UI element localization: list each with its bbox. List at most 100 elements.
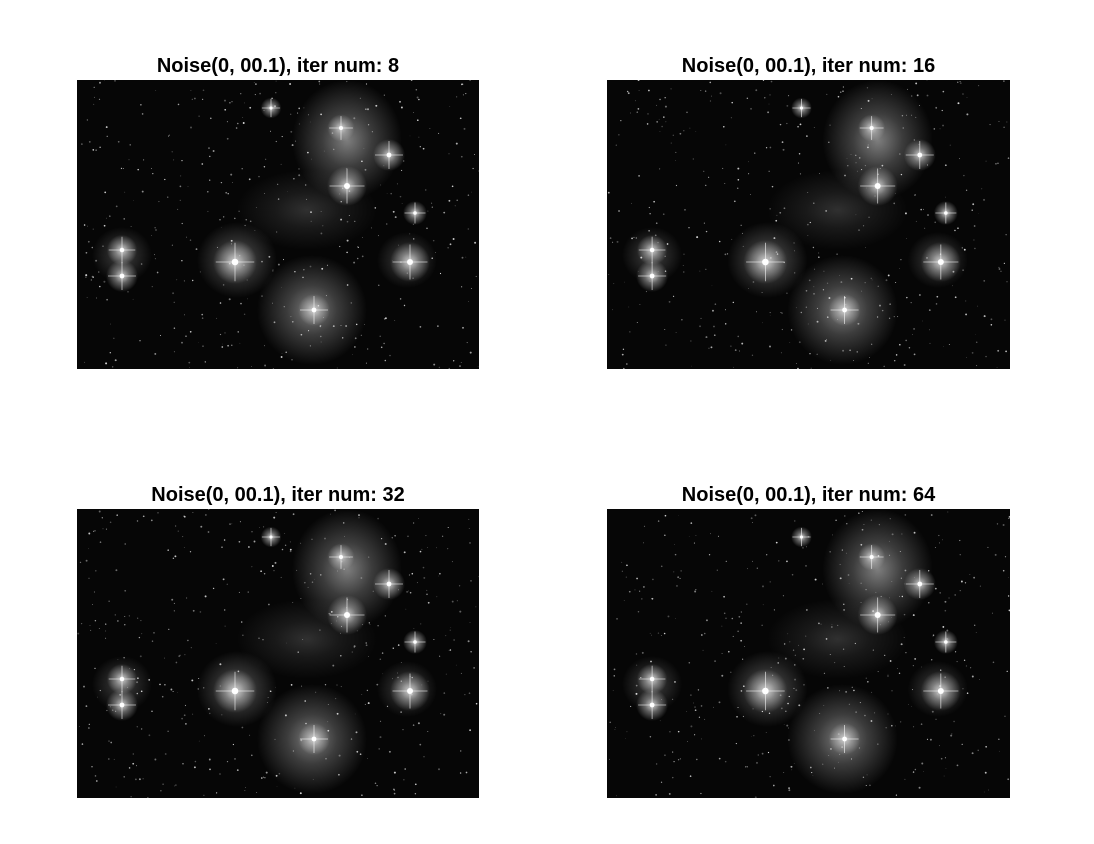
field-star: [251, 566, 253, 568]
field-star: [394, 535, 396, 537]
field-star: [247, 591, 249, 593]
field-star: [897, 316, 899, 318]
field-star: [390, 192, 392, 195]
field-star: [275, 140, 277, 143]
field-star: [289, 541, 291, 543]
field-star: [289, 548, 292, 551]
field-star: [799, 123, 802, 126]
field-star: [234, 758, 236, 760]
bright-star: [937, 259, 944, 265]
field-star: [230, 173, 233, 176]
field-star: [769, 312, 771, 314]
field-star: [439, 655, 441, 657]
field-star: [460, 361, 462, 364]
field-star: [222, 343, 223, 345]
field-star: [159, 683, 161, 686]
field-star: [1005, 350, 1007, 353]
field-star: [711, 95, 712, 97]
field-star: [221, 546, 223, 548]
field-star: [879, 304, 881, 307]
field-star: [626, 90, 629, 93]
field-star: [438, 768, 440, 771]
field-star: [696, 758, 698, 761]
field-star: [348, 215, 350, 216]
field-star: [184, 314, 185, 316]
field-star: [167, 135, 170, 137]
field-star: [797, 125, 799, 128]
field-star: [808, 279, 811, 282]
field-star: [929, 738, 932, 741]
field-star: [900, 643, 903, 646]
field-star: [202, 89, 205, 92]
field-star: [380, 346, 383, 349]
field-star: [987, 546, 989, 548]
field-star: [641, 651, 644, 654]
field-star: [241, 726, 244, 729]
field-star: [468, 692, 471, 694]
field-star: [846, 552, 847, 554]
field-star: [402, 729, 404, 731]
field-star: [945, 768, 947, 770]
field-star: [962, 269, 964, 271]
field-star: [473, 667, 475, 669]
field-star: [710, 346, 713, 349]
field-star: [636, 577, 638, 580]
field-star: [789, 342, 791, 344]
field-star: [304, 700, 306, 702]
field-star: [219, 302, 222, 304]
field-star: [970, 667, 972, 669]
field-star: [475, 606, 477, 608]
field-star: [889, 303, 891, 305]
field-star: [251, 531, 253, 533]
field-star: [676, 585, 678, 587]
bright-star: [917, 581, 923, 587]
field-star: [309, 573, 312, 575]
field-star: [913, 726, 915, 728]
field-star: [310, 220, 312, 222]
field-star: [672, 751, 674, 753]
field-star: [419, 326, 422, 328]
field-star: [888, 540, 890, 542]
field-star: [709, 81, 712, 84]
field-star: [167, 196, 169, 198]
field-star: [142, 515, 145, 518]
field-star: [673, 760, 675, 763]
field-star: [400, 711, 402, 713]
field-star: [668, 792, 671, 795]
field-star: [302, 276, 304, 279]
field-star: [675, 160, 676, 161]
field-star: [746, 97, 749, 100]
pleiades-image: [77, 509, 479, 798]
field-star: [152, 173, 154, 175]
field-star: [175, 525, 177, 527]
field-star: [637, 611, 640, 613]
field-star: [752, 281, 755, 283]
field-star: [711, 590, 713, 592]
field-star: [207, 190, 209, 193]
field-star: [443, 713, 446, 716]
field-star: [431, 202, 433, 204]
field-star: [931, 710, 934, 713]
field-star: [426, 589, 428, 591]
field-star: [899, 343, 901, 346]
field-star: [722, 167, 724, 169]
field-star: [208, 509, 210, 511]
field-star: [854, 642, 856, 645]
field-star: [686, 111, 688, 114]
field-star: [819, 173, 820, 174]
field-star: [895, 354, 898, 356]
field-star: [325, 295, 327, 297]
field-star: [105, 528, 107, 530]
field-star: [977, 305, 979, 307]
field-star: [791, 573, 794, 576]
field-star: [799, 173, 802, 175]
field-star: [191, 279, 194, 282]
field-star: [416, 582, 418, 584]
field-star: [862, 225, 865, 227]
field-star: [244, 224, 246, 227]
field-star: [724, 182, 726, 184]
field-star: [197, 688, 199, 690]
field-star: [231, 523, 233, 525]
field-star: [284, 544, 287, 546]
field-star: [876, 316, 879, 318]
